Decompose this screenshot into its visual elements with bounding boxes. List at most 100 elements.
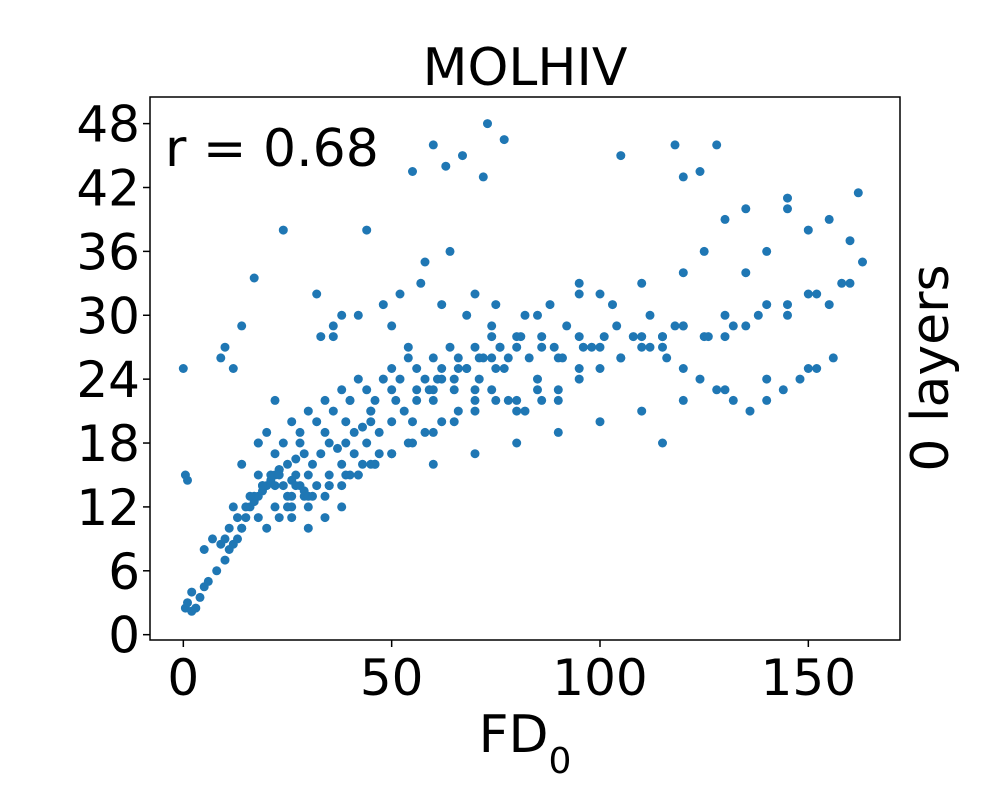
scatter-point bbox=[512, 342, 522, 352]
scatter-point bbox=[499, 364, 509, 373]
scatter-point bbox=[416, 278, 426, 288]
scatter-point bbox=[803, 289, 813, 299]
scatter-point bbox=[374, 449, 384, 459]
scatter-point bbox=[562, 321, 572, 331]
scatter-point bbox=[762, 300, 772, 310]
scatter-point bbox=[503, 395, 513, 405]
y-tick-label: 24 bbox=[76, 351, 140, 409]
scatter-point bbox=[270, 481, 280, 491]
scatter-point bbox=[299, 449, 309, 459]
scatter-point bbox=[824, 214, 834, 224]
scatter-point bbox=[312, 481, 322, 491]
scatter-point bbox=[453, 353, 463, 363]
scatter-point bbox=[824, 300, 834, 310]
scatter-point bbox=[349, 449, 359, 459]
scatter-point bbox=[403, 353, 413, 363]
scatter-point bbox=[470, 289, 480, 299]
scatter-point bbox=[374, 427, 384, 437]
scatter-point bbox=[458, 151, 467, 161]
scatter-point bbox=[678, 364, 688, 373]
scatter-point bbox=[337, 502, 347, 512]
scatter-point bbox=[287, 417, 297, 427]
scatter-point bbox=[278, 438, 288, 448]
scatter-point bbox=[837, 278, 847, 288]
y-tick-label: 6 bbox=[108, 543, 140, 601]
chart-title: MOLHIV bbox=[423, 38, 628, 98]
scatter-point bbox=[595, 417, 605, 427]
scatter-point bbox=[316, 449, 326, 459]
scatter-point bbox=[412, 364, 422, 373]
scatter-point bbox=[428, 427, 438, 437]
scatter-point bbox=[612, 321, 622, 331]
correlation-annotation: r = 0.68 bbox=[165, 119, 379, 179]
scatter-point bbox=[253, 438, 263, 448]
scatter-point bbox=[445, 246, 455, 256]
scatter-point bbox=[220, 342, 230, 352]
scatter-point bbox=[812, 364, 822, 373]
scatter-point bbox=[287, 491, 297, 501]
scatter-point bbox=[599, 332, 609, 342]
scatter-point bbox=[249, 273, 259, 283]
scatter-point bbox=[341, 417, 351, 427]
scatter-point bbox=[333, 443, 342, 453]
scatter-point bbox=[341, 438, 351, 448]
x-tick-label: 100 bbox=[552, 649, 647, 707]
scatter-point bbox=[316, 332, 326, 342]
scatter-point bbox=[324, 470, 334, 480]
scatter-point bbox=[362, 438, 372, 448]
scatter-point bbox=[270, 449, 280, 459]
scatter-point bbox=[253, 470, 263, 480]
scatter-point bbox=[437, 300, 447, 310]
scatter-point bbox=[845, 236, 855, 246]
scatter-point bbox=[533, 385, 542, 395]
scatter-point bbox=[695, 374, 705, 384]
scatter-point bbox=[720, 214, 730, 224]
scatter-point bbox=[262, 427, 272, 437]
scatter-point bbox=[778, 385, 788, 395]
scatter-point bbox=[858, 257, 867, 267]
scatter-point bbox=[695, 167, 705, 176]
scatter-point bbox=[428, 395, 438, 405]
scatter-point bbox=[741, 268, 751, 278]
scatter-point bbox=[549, 342, 559, 352]
scatter-point bbox=[645, 342, 655, 352]
scatter-point bbox=[803, 364, 813, 373]
scatter-point bbox=[345, 395, 355, 405]
scatter-point bbox=[312, 417, 322, 427]
scatter-point bbox=[220, 534, 230, 544]
scatter-point bbox=[728, 395, 738, 405]
scatter-point bbox=[487, 353, 497, 363]
scatter-point bbox=[237, 459, 247, 469]
scatter-point bbox=[183, 475, 192, 485]
scatter-point bbox=[703, 332, 713, 342]
scatter-point bbox=[670, 321, 680, 331]
scatter-point bbox=[320, 427, 330, 437]
scatter-point bbox=[595, 364, 605, 373]
scatter-point bbox=[216, 353, 226, 363]
scatter-point bbox=[483, 119, 492, 129]
scatter-point bbox=[595, 289, 605, 299]
scatter-point bbox=[812, 289, 822, 299]
scatter-point bbox=[762, 374, 772, 384]
scatter-point bbox=[420, 427, 430, 437]
scatter-point bbox=[212, 566, 222, 576]
scatter-point bbox=[853, 188, 863, 198]
scatter-point bbox=[445, 342, 455, 352]
scatter-point bbox=[637, 332, 647, 342]
scatter-point bbox=[228, 364, 238, 373]
scatter-point bbox=[324, 481, 334, 491]
scatter-point bbox=[449, 417, 459, 427]
scatter-point bbox=[574, 374, 584, 384]
scatter-point bbox=[487, 385, 497, 395]
scatter-point bbox=[395, 289, 405, 299]
scatter-point bbox=[474, 374, 484, 384]
scatter-point bbox=[391, 395, 401, 405]
scatter-point bbox=[358, 459, 367, 469]
scatter-point bbox=[320, 395, 330, 405]
scatter-point bbox=[195, 592, 205, 602]
scatter-point bbox=[462, 310, 472, 320]
y-tick-label: 12 bbox=[76, 479, 140, 537]
scatter-point bbox=[270, 502, 280, 512]
scatter-point bbox=[337, 385, 347, 395]
scatter-point bbox=[320, 513, 330, 523]
